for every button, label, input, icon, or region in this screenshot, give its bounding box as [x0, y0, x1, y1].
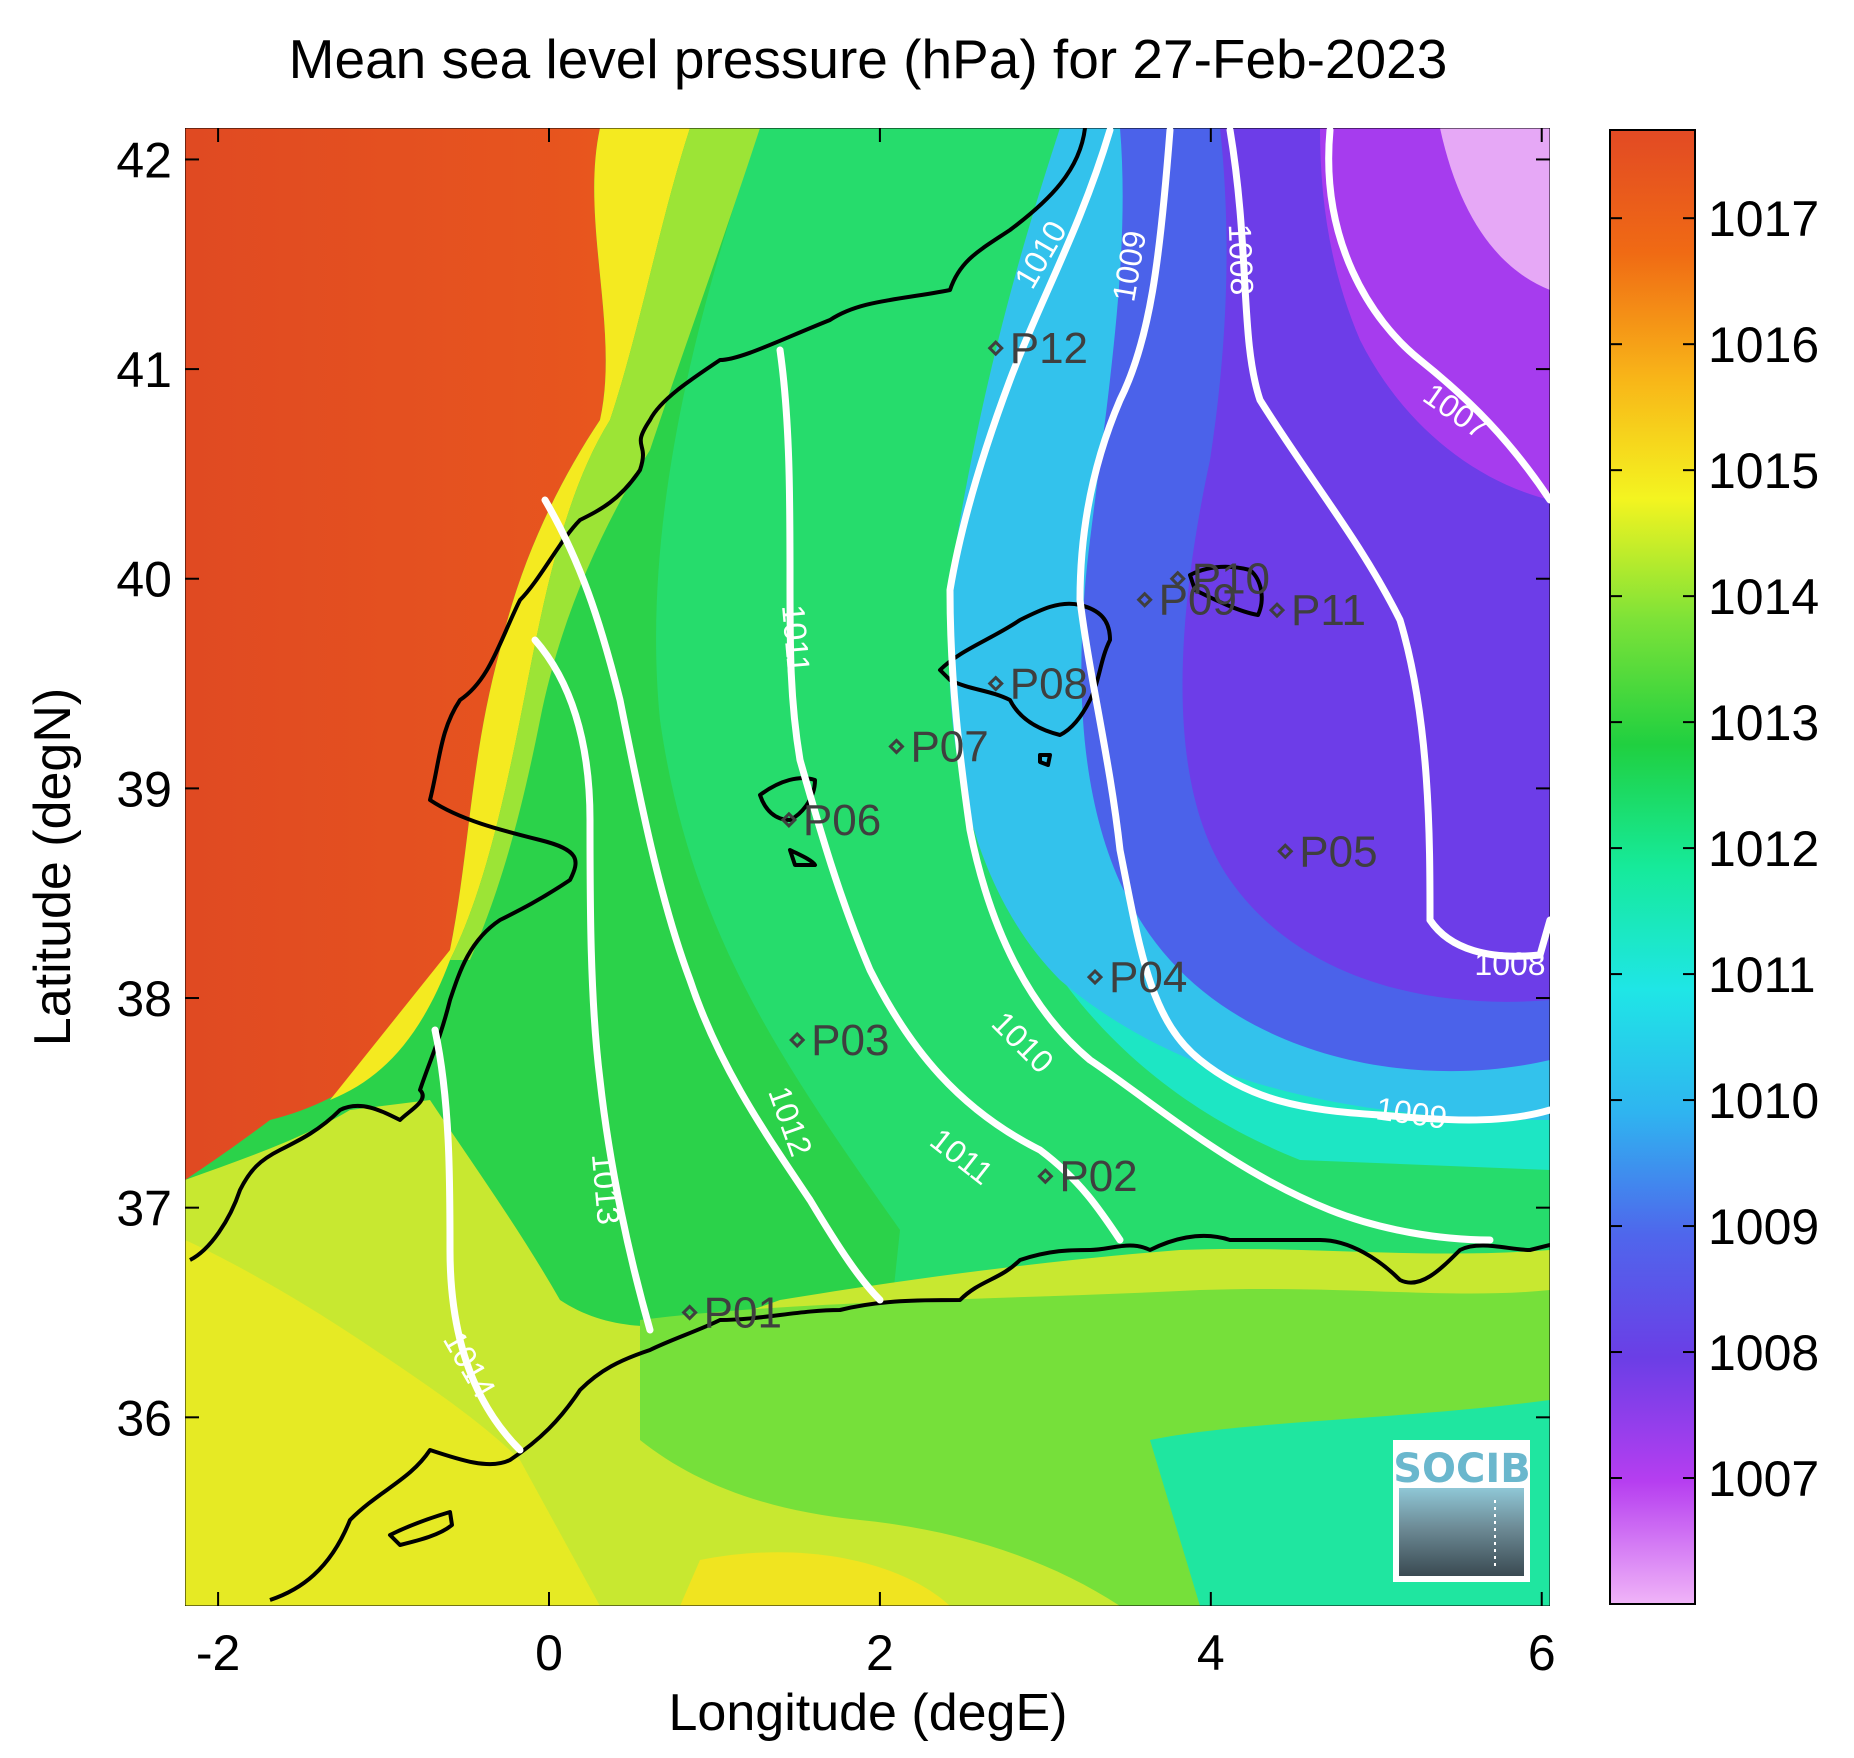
colorbar-tick-label: 1010: [1708, 1073, 1819, 1129]
y-tick-label: 39: [116, 761, 172, 817]
colorbar-ticks: 1007 1008 1009 1010 1011 1012 1013 1014 1015 1016…: [1610, 191, 1819, 1507]
isobar-label: 1008: [1474, 946, 1545, 982]
colorbar-tick-label: 1014: [1708, 569, 1819, 625]
isobars: [431, 128, 1550, 1454]
x-axis-ticks: -2 0 2 4 6: [196, 128, 1556, 1681]
colorbar-tick-label: 1017: [1708, 191, 1819, 247]
colorbar-ramp: [1610, 130, 1695, 1604]
station-marker: [1169, 570, 1186, 587]
pressure-field: [185, 128, 1550, 1606]
station-label: P10: [1192, 555, 1270, 604]
station-marker: [1268, 602, 1286, 619]
colorbar-tick-label: 1012: [1708, 821, 1819, 877]
y-axis-ticks: 36 37 38 39 40 41 42: [116, 132, 1550, 1446]
x-tick-label: -2: [196, 1625, 240, 1681]
station-marker: [1136, 591, 1153, 608]
colorbar-tick-label: 1013: [1708, 695, 1819, 751]
isobar-1007: [1325, 128, 1550, 504]
isobar-1012: [541, 496, 884, 1304]
y-tick-label: 41: [116, 342, 172, 398]
isobar-1009: [1076, 128, 1550, 1124]
station-marker: [780, 811, 798, 828]
socib-logo: SOCIB: [1393, 1440, 1531, 1582]
colorbar-tick-label: 1011: [1708, 947, 1816, 1003]
station-marker: [987, 340, 1004, 357]
x-tick-label: 0: [535, 1625, 563, 1681]
isobar-label: 1013: [585, 1152, 627, 1226]
station-marker: [681, 1304, 698, 1321]
isobar-1014: [431, 1026, 524, 1454]
x-tick-label: 6: [1528, 1625, 1556, 1681]
colorbar-tick-label: 1007: [1708, 1451, 1819, 1507]
y-tick-label: 36: [116, 1390, 172, 1446]
station-marker: [888, 738, 905, 755]
isobar-label: 1008: [1222, 223, 1260, 295]
isobar-1011: [776, 346, 1124, 1244]
station-label: P11: [1291, 586, 1366, 635]
isobar-1008-north: [1226, 128, 1550, 960]
cabrera-island: [1038, 753, 1052, 767]
coastlines: [189, 128, 1550, 1602]
station-marker: [1086, 968, 1104, 986]
station-label: P08: [1010, 660, 1088, 709]
isobar-1010: [946, 128, 1494, 1244]
station-label: P12: [1010, 324, 1088, 373]
station-label: P07: [910, 722, 988, 771]
y-tick-label: 38: [116, 971, 172, 1027]
menorca-island: [1188, 564, 1264, 617]
chart-title: Mean sea level pressure (hPa) for 27-Feb…: [289, 28, 1448, 90]
y-tick-label: 40: [116, 552, 172, 608]
station-label: P03: [811, 1016, 889, 1065]
isobar-label: 1011: [775, 603, 817, 675]
y-tick-label: 42: [116, 132, 172, 188]
station-label: P01: [704, 1288, 782, 1337]
x-axis-label: Longitude (degE): [669, 1684, 1068, 1742]
x-tick-label: 2: [866, 1625, 894, 1681]
station-label: P09: [1159, 576, 1237, 625]
ibiza-island: [758, 776, 817, 822]
africa-coastline: [269, 1233, 1550, 1602]
formentera-island: [788, 848, 817, 867]
x-tick-label: 4: [1197, 1625, 1225, 1681]
station-marker: [1277, 843, 1294, 860]
colorbar-tick-label: 1016: [1708, 317, 1819, 373]
alboran-island: [388, 1510, 454, 1547]
isobar-1013: [531, 636, 654, 1334]
station-marker: [987, 675, 1004, 692]
colorbar-frame: [1609, 129, 1696, 1605]
station-marker: [789, 1031, 806, 1049]
colorbar-tick-label: 1009: [1708, 1199, 1819, 1255]
logo-sea: [1399, 1488, 1524, 1576]
colorbar-tick-label: 1015: [1708, 443, 1819, 499]
mallorca-island: [938, 601, 1112, 737]
station-label: P06: [803, 796, 881, 845]
isobar-labels: 1007 1008 1008 1009 1009 1010 1010 1011 …: [436, 215, 1545, 1405]
iberia-coastline: [189, 128, 1087, 1262]
y-tick-label: 37: [116, 1181, 172, 1237]
logo-text: SOCIB: [1393, 1446, 1531, 1492]
station-label: P04: [1109, 953, 1187, 1002]
station-label: P05: [1299, 827, 1377, 876]
station-label: P02: [1059, 1152, 1137, 1201]
colorbar-tick-label: 1008: [1708, 1325, 1819, 1381]
station-marker: [1037, 1168, 1054, 1185]
colorbar: 1007 1008 1009 1010 1011 1012 1013 1014 1015 1016…: [1609, 129, 1819, 1605]
y-axis-label: Latitude (degN): [24, 688, 82, 1046]
